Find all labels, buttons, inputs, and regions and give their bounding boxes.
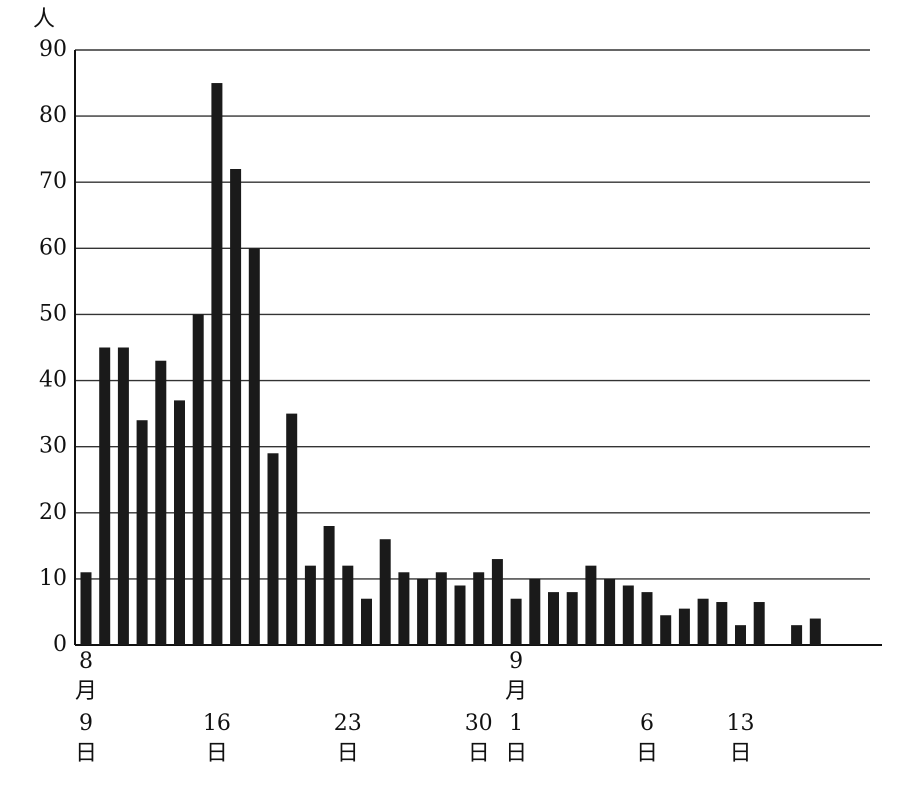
- bar: [398, 572, 410, 645]
- y-tick-label: 20: [39, 500, 67, 525]
- bar: [323, 526, 335, 645]
- bar: [604, 578, 616, 645]
- x-tick-label: 23 日: [334, 711, 362, 766]
- y-tick-label: 50: [39, 301, 67, 326]
- bar: [248, 248, 260, 646]
- bar: [80, 572, 92, 645]
- y-unit: 人: [33, 7, 55, 32]
- bar: [174, 400, 185, 645]
- bar: [473, 572, 485, 645]
- y-tick-label: 10: [39, 566, 67, 591]
- bar: [510, 598, 522, 645]
- bar: [230, 169, 242, 645]
- bar: [136, 420, 148, 645]
- bar: [660, 615, 672, 645]
- bar: [267, 453, 279, 645]
- bar: [529, 578, 541, 645]
- bar: [697, 598, 709, 645]
- bar: [117, 347, 129, 645]
- bar: [716, 602, 728, 645]
- bar: [435, 572, 447, 645]
- y-tick-label: 60: [39, 235, 67, 260]
- bar: [791, 625, 803, 645]
- y-tick-label: 90: [39, 37, 67, 62]
- bar: [585, 565, 597, 645]
- bar: [192, 314, 204, 645]
- x-tick-label: 13 日: [727, 711, 755, 766]
- x-tick-label: 30 日: [465, 711, 493, 766]
- bar: [678, 608, 690, 645]
- bar: [735, 625, 746, 645]
- bar: [809, 618, 821, 645]
- bar: [454, 585, 466, 645]
- y-tick-label: 80: [39, 103, 67, 128]
- y-tick-label: 40: [39, 368, 67, 393]
- y-tick-label: 70: [39, 169, 67, 194]
- bar: [753, 602, 765, 645]
- bar: [566, 592, 578, 645]
- x-tick-label: 16 日: [203, 711, 231, 766]
- bar: [641, 592, 653, 645]
- bar: [417, 578, 429, 645]
- bar: [548, 592, 559, 645]
- bar: [99, 347, 111, 645]
- bar: [155, 360, 167, 645]
- bar: [342, 565, 354, 645]
- bar: [286, 413, 298, 645]
- bar: [304, 565, 316, 645]
- bar: [361, 598, 372, 645]
- bar: [622, 585, 634, 645]
- bar: [491, 559, 503, 645]
- bar: [379, 539, 391, 645]
- y-tick-label: 0: [53, 632, 67, 657]
- bar: [211, 83, 223, 646]
- y-tick-label: 30: [39, 434, 67, 459]
